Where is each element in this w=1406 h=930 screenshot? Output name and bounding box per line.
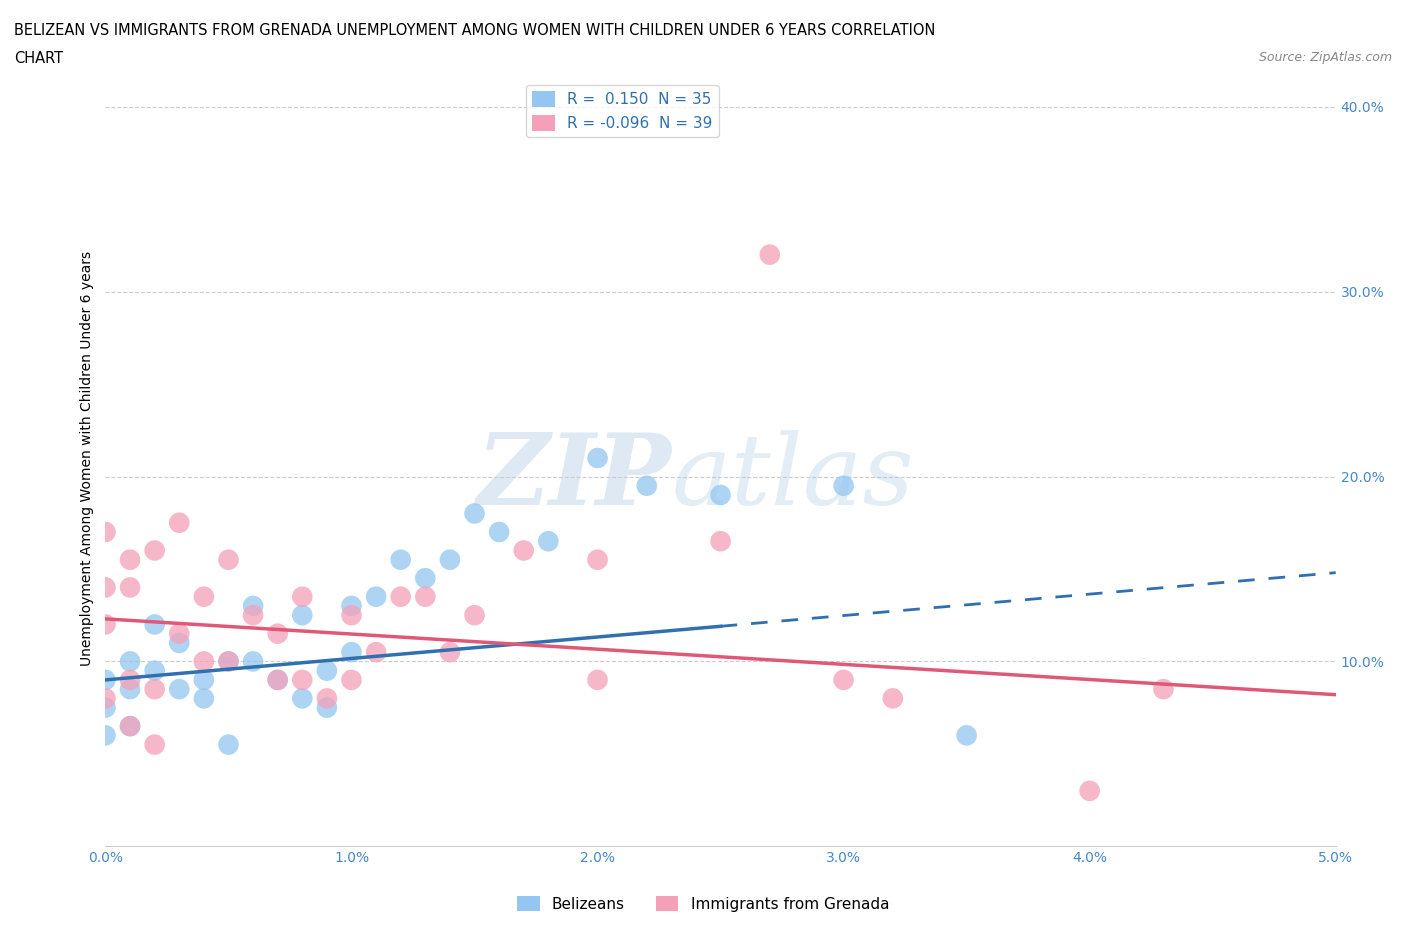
Point [389,552,412,567]
Point [94,691,117,706]
Point [710,487,733,502]
Point [513,543,536,558]
Legend: Belizeans, Immigrants from Grenada: Belizeans, Immigrants from Grenada [510,889,896,918]
Point [120,672,141,687]
Point [882,691,904,706]
Point [315,663,337,678]
Point [439,644,461,659]
Point [120,654,141,669]
Point [464,506,486,521]
Point [218,654,240,669]
Point [218,654,240,669]
Point [218,552,240,567]
Point [291,691,314,706]
Point [94,672,117,687]
Point [143,737,166,752]
Point [242,607,264,622]
Point [832,478,855,493]
Point [340,644,363,659]
Point [120,719,141,734]
Point [94,728,117,743]
Point [1078,783,1101,798]
Point [169,515,191,530]
Point [94,580,117,595]
Point [193,691,215,706]
Point [315,691,337,706]
Text: CHART: CHART [14,51,63,66]
Text: BELIZEAN VS IMMIGRANTS FROM GRENADA UNEMPLOYMENT AMONG WOMEN WITH CHILDREN UNDER: BELIZEAN VS IMMIGRANTS FROM GRENADA UNEM… [14,23,935,38]
Point [169,682,191,697]
Text: Source: ZipAtlas.com: Source: ZipAtlas.com [1258,51,1392,64]
Point [1153,682,1175,697]
Point [415,590,437,604]
Point [193,590,215,604]
Point [193,672,215,687]
Point [242,599,264,614]
Point [291,607,314,622]
Point [218,737,240,752]
Point [291,672,314,687]
Point [267,672,290,687]
Point [267,626,290,641]
Y-axis label: Unemployment Among Women with Children Under 6 years: Unemployment Among Women with Children U… [80,250,94,666]
Point [169,626,191,641]
Point [169,635,191,650]
Point [366,590,388,604]
Point [340,607,363,622]
Point [710,534,733,549]
Point [956,728,979,743]
Point [759,247,782,262]
Point [439,552,461,567]
Point [340,599,363,614]
Point [120,682,141,697]
Point [143,543,166,558]
Point [291,590,314,604]
Point [120,552,141,567]
Point [193,654,215,669]
Point [94,525,117,539]
Point [143,682,166,697]
Point [242,654,264,669]
Point [488,525,510,539]
Text: ZIP: ZIP [477,429,672,525]
Point [586,451,609,466]
Point [340,672,363,687]
Point [94,617,117,631]
Point [267,672,290,687]
Point [366,644,388,659]
Point [586,672,609,687]
Point [143,617,166,631]
Point [120,580,141,595]
Point [143,663,166,678]
Point [120,719,141,734]
Point [636,478,658,493]
Point [389,590,412,604]
Point [537,534,560,549]
Point [94,700,117,715]
Point [315,700,337,715]
Point [464,607,486,622]
Legend: R =  0.150  N = 35, R = -0.096  N = 39: R = 0.150 N = 35, R = -0.096 N = 39 [526,86,718,137]
Text: atlas: atlas [672,430,914,525]
Point [415,571,437,586]
Point [832,672,855,687]
Point [586,552,609,567]
